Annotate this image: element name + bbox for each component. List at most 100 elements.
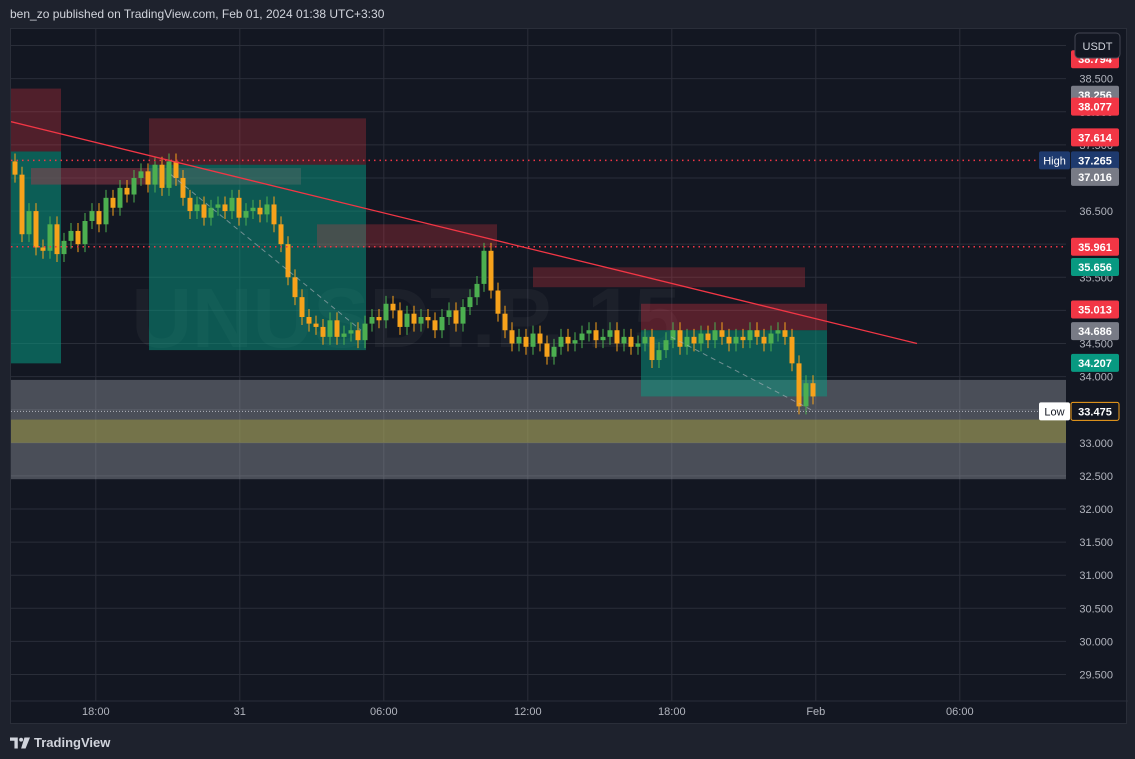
candle-body	[124, 187, 130, 195]
candle-body	[145, 171, 151, 185]
y-tick-label: 32.500	[1079, 471, 1113, 483]
candle-body	[327, 320, 333, 337]
supply-zone	[149, 118, 366, 165]
price-label: 34.686	[1071, 322, 1119, 341]
candle-body	[495, 290, 501, 314]
y-tick-label: 31.000	[1079, 570, 1113, 582]
candle-body	[131, 177, 137, 195]
candle-body	[635, 343, 641, 347]
price-label: 37.265	[1071, 151, 1119, 170]
candle-body	[551, 346, 557, 357]
candle-body	[348, 330, 354, 334]
candle-body	[670, 330, 676, 341]
price-label-text: 34.686	[1078, 326, 1112, 338]
candle-body	[33, 211, 39, 248]
candle-body	[383, 303, 389, 321]
x-tick-label: 12:00	[514, 706, 542, 718]
supply-zone	[533, 267, 805, 288]
candle-body	[264, 204, 270, 215]
candle-body	[768, 333, 774, 344]
candle-body	[369, 317, 375, 324]
price-label-bg	[1071, 257, 1119, 276]
candle-body	[677, 330, 683, 347]
support-zone	[11, 379, 1066, 480]
price-labels: 38.79438.25638.07737.61437.26537.01635.9…	[1039, 50, 1120, 421]
long-position-box	[11, 151, 61, 364]
price-label: 33.475	[1070, 401, 1120, 421]
time-axis[interactable]: 18:00 31 06:00 12:00 18:00 Feb 06:00	[11, 700, 1128, 718]
candle-body	[103, 197, 109, 225]
candle-body	[257, 207, 263, 215]
candle-body	[537, 333, 543, 344]
candle-body	[446, 310, 452, 317]
candle-body	[775, 330, 781, 334]
candle-body	[194, 204, 200, 212]
tradingview-brand[interactable]: TradingView	[10, 735, 110, 750]
candle-body	[558, 336, 564, 347]
candle-body	[306, 317, 312, 324]
drawing-zones	[11, 88, 1066, 480]
price-chart[interactable]: UNUSDT.P, 15 29.50030.00030.50031.00031.…	[11, 29, 1128, 725]
x-tick-label: 31	[234, 706, 246, 718]
candle-body	[236, 197, 242, 218]
x-tick-label: 06:00	[370, 706, 398, 718]
tradingview-logo-icon	[10, 736, 30, 749]
candle-body	[796, 363, 802, 407]
candle-body	[390, 303, 396, 311]
candle-body	[159, 164, 165, 188]
price-label-bg	[1071, 237, 1119, 256]
price-label-text: 35.961	[1078, 242, 1112, 254]
price-label-text: 34.207	[1078, 358, 1112, 370]
candle-body	[782, 330, 788, 337]
candle-body	[68, 230, 74, 241]
marker-bg	[1039, 151, 1070, 170]
candle-body	[488, 250, 494, 291]
candle-body	[404, 313, 410, 327]
candle-body	[180, 177, 186, 198]
candle-body	[719, 330, 725, 337]
x-tick-label: Feb	[806, 706, 825, 718]
candle-body	[250, 207, 256, 212]
candle-body	[516, 336, 522, 344]
price-label-bg	[1071, 300, 1119, 319]
y-tick-label: 34.500	[1079, 338, 1113, 350]
marker-low: Low	[1039, 402, 1070, 421]
candle-body	[656, 350, 662, 361]
candle-body	[341, 333, 347, 337]
candle-body	[432, 320, 438, 331]
bottom-bar: TradingView	[0, 726, 1135, 759]
x-tick-label: 18:00	[658, 706, 686, 718]
marker-text: High	[1043, 155, 1066, 167]
candle-body	[229, 197, 235, 212]
candle-body	[467, 297, 473, 308]
price-label: 37.614	[1071, 128, 1119, 147]
supply-zone	[11, 88, 61, 152]
price-label-text: 38.077	[1078, 102, 1112, 114]
candle-body	[292, 277, 298, 298]
candle-body	[166, 161, 172, 188]
candle-body	[96, 211, 102, 225]
chart-frame[interactable]: UNUSDT.P, 15 29.500 30.000 30.500 31.000 31.…	[10, 28, 1128, 725]
currency-label: USDT	[1083, 41, 1113, 53]
candle-body	[12, 161, 18, 175]
y-tick-label: 34.000	[1079, 372, 1113, 384]
candle-body	[425, 317, 431, 321]
price-label: 37.016	[1071, 167, 1119, 186]
candle-body	[47, 224, 53, 251]
candle-body	[663, 340, 669, 351]
candle-body	[54, 224, 60, 255]
candle-body	[754, 330, 760, 337]
x-tick-label: 18:00	[82, 706, 110, 718]
projection-line	[170, 174, 362, 331]
candle-body	[110, 197, 116, 208]
candle-body	[460, 307, 466, 324]
price-label-bg	[1071, 97, 1119, 116]
candle-body	[61, 240, 67, 255]
candle-body	[26, 211, 32, 235]
candle-body	[40, 247, 46, 251]
price-label-bg	[1071, 128, 1119, 147]
candle-body	[397, 310, 403, 327]
candle-body	[698, 333, 704, 344]
price-label-text: 35.013	[1078, 305, 1112, 317]
currency-button[interactable]: USDT	[1074, 32, 1121, 59]
